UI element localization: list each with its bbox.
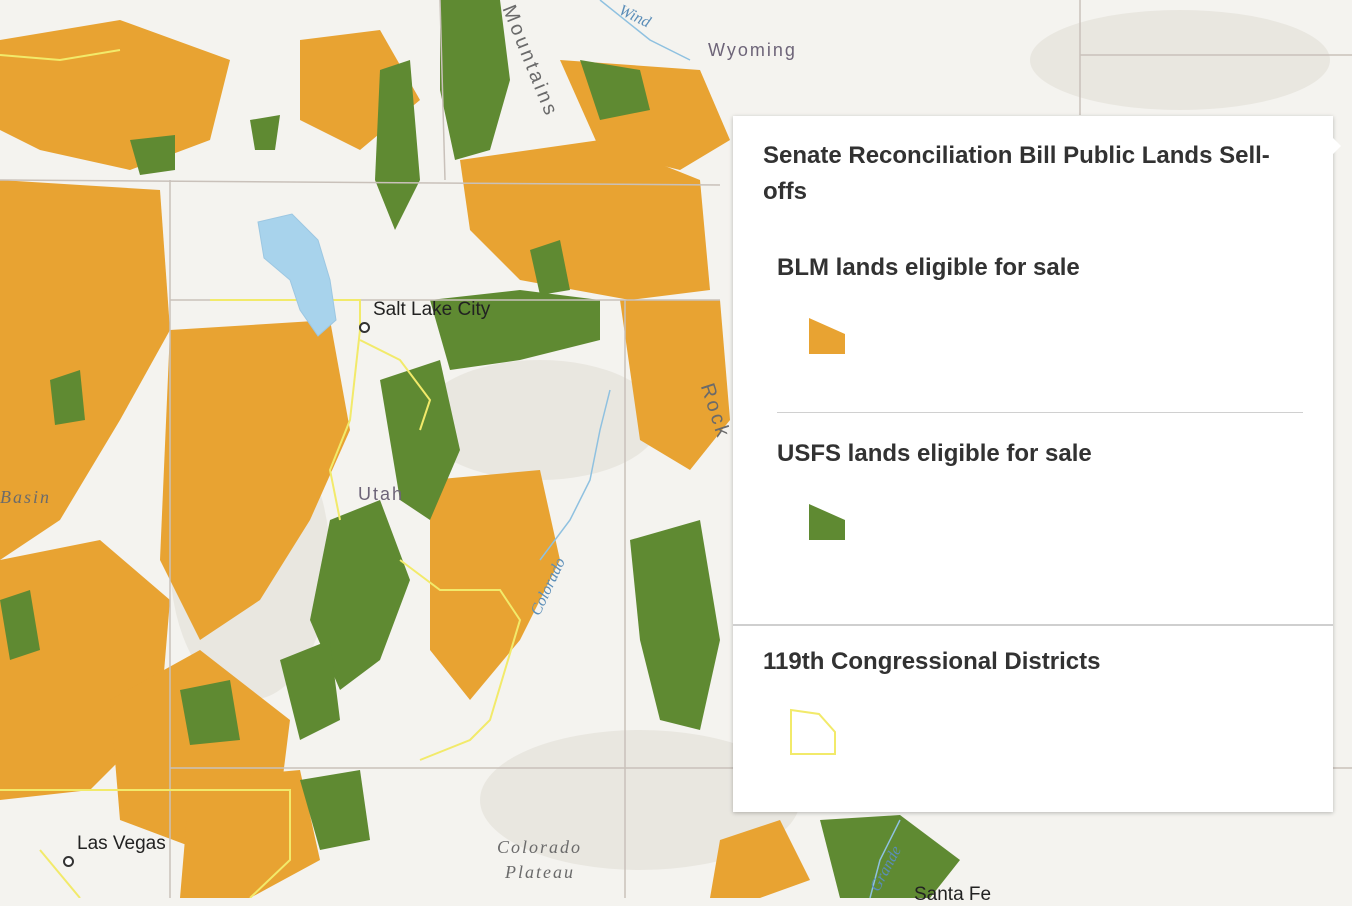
district-outline-swatch-icon <box>790 708 836 755</box>
legend-divider <box>777 412 1303 413</box>
state-label-utah: Utah <box>358 484 405 504</box>
legend-title: Senate Reconciliation Bill Public Lands … <box>763 142 1270 205</box>
city-marker-salt-lake-city <box>359 322 370 333</box>
usfs-land-areas <box>0 0 960 898</box>
region-label-plateau: Plateau <box>505 862 575 882</box>
congressional-district-outlines <box>0 49 522 898</box>
state-label-wyoming: Wyoming <box>708 40 797 60</box>
legend-section-divider <box>733 624 1333 626</box>
legend-item-label-usfs: USFS lands eligible for sale <box>777 440 1092 467</box>
legend-item-label-blm: BLM lands eligible for sale <box>777 254 1080 281</box>
city-label-santa-fe: Santa Fe <box>914 884 992 905</box>
great-salt-lake <box>257 213 337 337</box>
city-marker-las-vegas <box>63 856 74 867</box>
usfs-swatch-icon <box>809 504 845 540</box>
legend-panel: Senate Reconciliation Bill Public Lands … <box>733 116 1341 812</box>
rivers <box>539 0 901 898</box>
legend-item-label-districts: 119th Congressional Districts <box>763 648 1101 675</box>
blm-land-areas <box>0 20 810 898</box>
city-label-salt-lake-city: Salt Lake City <box>373 299 491 320</box>
city-label-las-vegas: Las Vegas <box>77 833 166 854</box>
legend-caret <box>1333 138 1341 154</box>
blm-swatch-icon <box>809 318 845 354</box>
region-label-basin: Basin <box>0 487 52 507</box>
region-label-colorado: Colorado <box>497 837 583 857</box>
